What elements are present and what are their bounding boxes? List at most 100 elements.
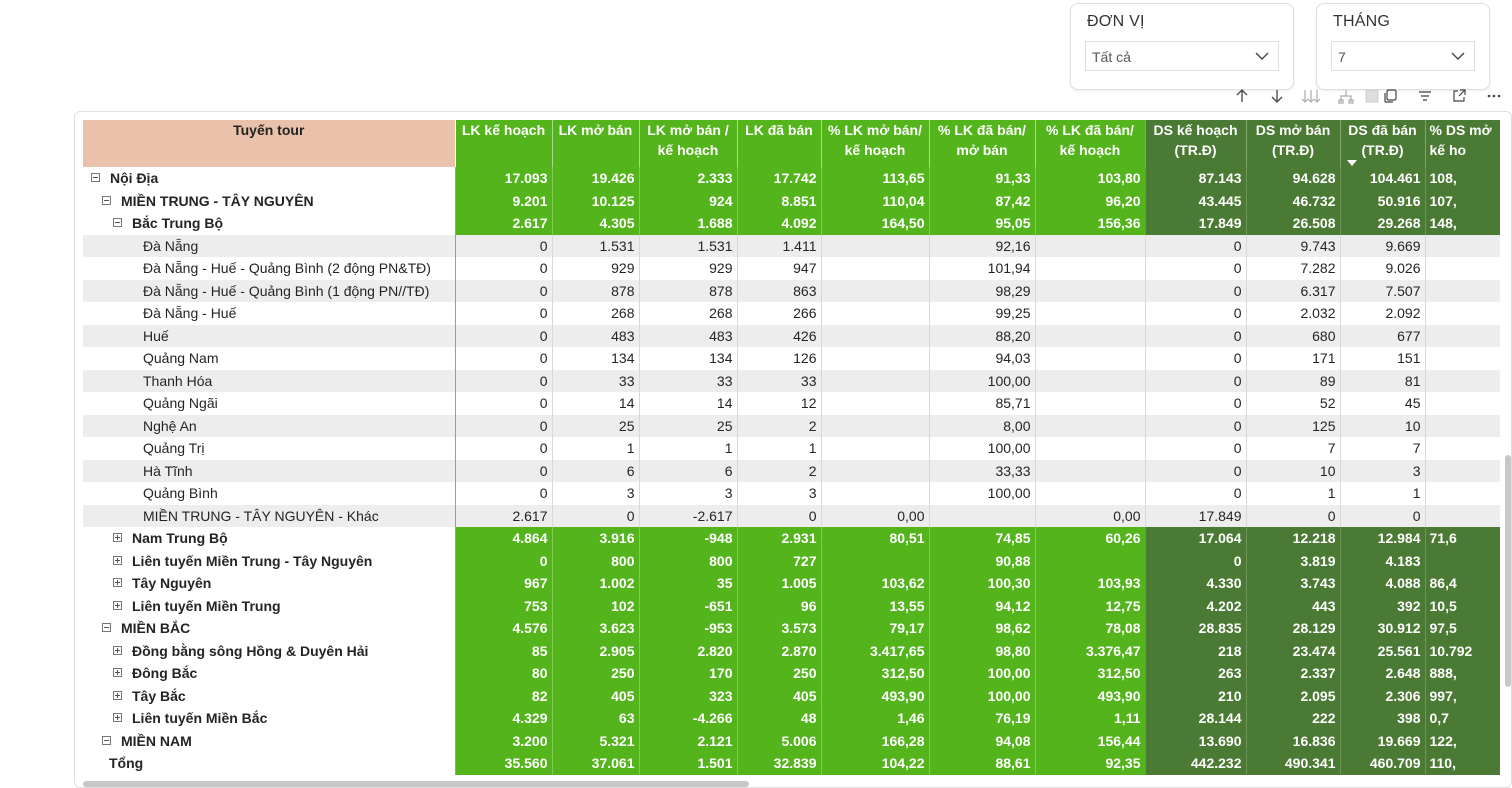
value-cell: 0 [454,549,552,572]
expand-plus-icon[interactable] [113,690,122,700]
value-cell: 4.183 [1339,549,1425,572]
group-row[interactable]: Bắc Trung Bộ 2.617 4.305 1.688 4.092 164,50 95… [83,212,1500,235]
value-cell: 100,00 [928,437,1035,460]
value-cell: 28.129 [1245,617,1340,640]
column-header[interactable]: DS kế hoạch (TR.Đ) [1144,120,1246,167]
table-row[interactable]: Nghệ An 0 25 25 2 8,00 0 125 10 [83,414,1500,437]
hierarchy-icon[interactable] [1334,84,1358,108]
sort-ascending-icon[interactable] [1230,84,1254,108]
value-cell: 90,88 [928,549,1035,572]
column-header[interactable]: LK mở bán [551,120,639,167]
group-row[interactable]: Tây Nguyên 967 1.002 35 1.005 103,62 100,30 103… [83,572,1500,595]
horizontal-scrollbar[interactable] [83,781,749,787]
column-header[interactable]: % LK đã bán/kế hoạch [1034,120,1145,167]
copy-icon[interactable] [1378,84,1402,108]
group-row[interactable]: MIỀN NAM 3.200 5.321 2.121 5.006 166,28 94,08 1… [83,729,1500,752]
row-header[interactable]: Tuyến tour [83,120,456,167]
value-cell: 10.792 [1424,639,1500,662]
table-icon[interactable] [1360,84,1384,108]
group-row[interactable]: Nam Trung Bộ 4.864 3.916 -948 2.931 80,51 74,8… [83,527,1500,550]
don-vi-dropdown[interactable]: Tất cả [1085,41,1279,71]
group-row[interactable]: Tây Bắc 82 405 323 405 493,90 100,00 493,90 210 2… [83,684,1500,707]
expand-plus-icon[interactable] [113,713,122,723]
sort-descending-icon[interactable] [1265,84,1289,108]
value-cell: 2.032 [1245,302,1340,325]
value-cell: -953 [638,617,737,640]
collapse-minus-icon[interactable] [102,735,111,745]
column-header[interactable]: LK kế hoạch [454,120,552,167]
table-row[interactable]: Đà Nẵng - Huế 0 268 268 266 99,25 0 2.032 2.092 [83,302,1500,325]
group-row[interactable]: Đồng bằng sông Hồng & Duyên Hải 85 2.905 2.… [83,639,1500,662]
value-cell: 443 [1245,594,1340,617]
value-cell: 2.095 [1245,684,1340,707]
collapse-minus-icon[interactable] [102,623,111,633]
table-row[interactable]: Đà Nẵng - Huế - Quảng Bình (1 động PN//T… [83,279,1500,302]
column-header[interactable]: % DS mở kế ho [1424,120,1500,167]
collapse-minus-icon[interactable] [113,218,122,228]
group-row[interactable]: Liên tuyến Miền Bắc 4.329 63 -4.266 48 1,46 76… [83,707,1500,730]
table-row[interactable]: MIỀN TRUNG - TÂY NGUYÊN - Khác 2.617 0 -2.6… [83,504,1500,527]
group-row[interactable]: Liên tuyến Miền Trung - Tây Nguyên 0 800 80… [83,549,1500,572]
row-label: Quảng Bình [83,482,456,505]
value-cell: 9.201 [454,189,552,212]
expand-all-down-icon[interactable] [1299,84,1323,108]
chevron-down-icon [1255,52,1269,60]
more-options-icon[interactable] [1482,84,1506,108]
group-row[interactable]: Đông Bắc 80 250 170 250 312,50 100,00 312,50 263… [83,662,1500,685]
value-cell [1034,549,1145,572]
value-cell: 250 [736,662,821,685]
group-row[interactable]: Liên tuyến Miền Trung 753 102 -651 96 13,55 94… [83,594,1500,617]
thang-dropdown[interactable]: 7 [1331,41,1475,71]
value-cell: 0 [454,459,552,482]
focus-mode-icon[interactable] [1447,84,1471,108]
value-cell: 268 [551,302,639,325]
table-row[interactable]: Hà Tĩnh 0 6 6 2 33,33 0 10 3 [83,459,1500,482]
table-row[interactable]: Quảng Trị 0 1 1 1 100,00 0 7 7 [83,437,1500,460]
column-header[interactable]: LK mở bán / kế hoạch [638,120,737,167]
value-cell: 0 [1144,324,1246,347]
value-cell: 107, [1424,189,1500,212]
column-header-sorted[interactable]: DS đã bán (TR.Đ) [1339,120,1425,167]
table-row[interactable]: Quảng Ngãi 0 14 14 12 85,71 0 52 45 [83,392,1500,415]
group-row[interactable]: Nội Địa 17.093 19.426 2.333 17.742 113,65 91,3… [83,167,1500,190]
value-cell [1424,234,1500,257]
group-row[interactable]: MIỀN BẮC 4.576 3.623 -953 3.573 79,17 98,62 78,… [83,617,1500,640]
expand-plus-icon[interactable] [113,533,122,543]
column-header[interactable]: DS mở bán (TR.Đ) [1245,120,1340,167]
table-row[interactable]: Quảng Bình 0 3 3 3 100,00 0 1 1 [83,482,1500,505]
expand-plus-icon[interactable] [113,555,122,565]
value-cell: 33,33 [928,459,1035,482]
row-label-text: Liên tuyến Miền Bắc [132,710,268,727]
table-row[interactable]: Đà Nẵng 0 1.531 1.531 1.411 92,16 0 9.743 9.669 [83,234,1500,257]
value-cell: 483 [638,324,737,347]
value-cell: 4.092 [736,212,821,235]
table-row[interactable]: Huế 0 483 483 426 88,20 0 680 677 [83,324,1500,347]
expand-plus-icon[interactable] [113,600,122,610]
value-cell: 1.005 [736,572,821,595]
table-row[interactable]: Đà Nẵng - Huế - Quảng Bình (2 động PN&TĐ… [83,257,1500,280]
value-cell: 170 [638,662,737,685]
collapse-minus-icon[interactable] [91,173,100,183]
vertical-scrollbar[interactable] [1505,455,1511,687]
table-row[interactable]: Quảng Nam 0 134 134 126 94,03 0 171 151 [83,347,1500,370]
value-cell: 94,03 [928,347,1035,370]
value-cell: 2.617 [454,212,552,235]
table-row[interactable]: Thanh Hóa 0 33 33 33 100,00 0 89 81 [83,369,1500,392]
group-row[interactable]: MIỀN TRUNG - TÂY NGUYÊN 9.201 10.125 924 8.8… [83,189,1500,212]
total-row[interactable]: Tổng 35.560 37.061 1.501 32.839 104,22 88,61 92… [83,752,1500,775]
value-cell: 10,5 [1424,594,1500,617]
collapse-minus-icon[interactable] [102,195,111,205]
value-cell: 0,00 [1034,504,1145,527]
column-header[interactable]: % LK đã bán/mở bán [928,120,1035,167]
expand-plus-icon[interactable] [113,668,122,678]
column-header[interactable]: % LK mở bán/kế hoạch [820,120,929,167]
column-header[interactable]: LK đã bán [736,120,821,167]
value-cell: 1,46 [820,707,929,730]
value-cell: 92,16 [928,234,1035,257]
expand-plus-icon[interactable] [113,645,122,655]
value-cell: 1,11 [1034,707,1145,730]
value-cell: 98,29 [928,279,1035,302]
value-cell [820,369,929,392]
filter-icon[interactable] [1413,84,1437,108]
expand-plus-icon[interactable] [113,578,122,588]
